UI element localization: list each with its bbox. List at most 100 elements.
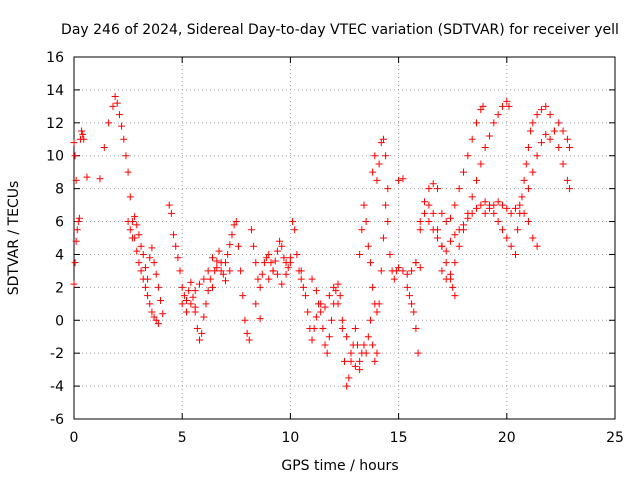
data-point: [118, 122, 126, 130]
data-point: [256, 283, 264, 291]
data-point: [193, 325, 201, 332]
data-point: [198, 329, 206, 337]
data-point: [494, 198, 502, 206]
series-sat-e: [191, 218, 253, 344]
data-point: [451, 201, 459, 209]
data-point: [405, 292, 413, 300]
data-point: [105, 119, 113, 127]
data-point: [122, 152, 130, 160]
data-point: [384, 185, 392, 193]
data-point: [399, 175, 407, 183]
data-point: [410, 308, 418, 316]
data-point: [224, 250, 232, 258]
data-point: [289, 218, 297, 226]
data-point: [408, 267, 416, 275]
data-point: [72, 176, 80, 184]
data-point: [208, 283, 216, 291]
data-point: [468, 193, 476, 201]
data-point: [265, 250, 273, 258]
data-point: [200, 275, 208, 283]
data-point: [297, 267, 305, 275]
data-point: [299, 283, 307, 291]
data-point: [477, 201, 485, 209]
data-point: [83, 173, 91, 181]
data-point: [451, 292, 459, 300]
data-point: [386, 250, 394, 258]
data-point: [100, 144, 108, 151]
data-point: [447, 270, 455, 278]
plot-frame: [73, 56, 616, 420]
data-point: [447, 237, 455, 245]
y-tick-label: 14: [46, 83, 64, 99]
data-point: [317, 308, 325, 316]
data-point: [280, 254, 288, 262]
data-point: [356, 357, 364, 365]
data-point: [434, 234, 442, 242]
data-point: [412, 325, 420, 332]
series-sat-p: [425, 198, 519, 258]
data-point: [425, 185, 433, 193]
x-tick-label: 0: [70, 430, 79, 446]
data-point: [74, 218, 82, 226]
data-point: [518, 193, 526, 201]
data-point: [154, 283, 162, 291]
data-point: [183, 308, 191, 316]
data-point: [178, 283, 186, 291]
data-point: [375, 300, 383, 308]
data-point: [546, 111, 554, 119]
data-point: [520, 176, 528, 184]
data-point: [200, 313, 208, 321]
data-point: [137, 267, 145, 275]
data-point: [477, 160, 485, 168]
data-point: [490, 209, 498, 217]
data-point: [395, 176, 403, 184]
x-axis-title: GPS time / hours: [281, 458, 398, 474]
data-point: [529, 119, 537, 127]
y-tick-label: 10: [46, 149, 64, 165]
data-point: [70, 139, 78, 147]
data-point: [360, 201, 368, 209]
data-point: [438, 242, 446, 250]
data-point: [126, 226, 134, 234]
data-point: [319, 325, 327, 332]
data-point: [364, 242, 372, 250]
data-point: [341, 357, 348, 365]
data-point: [144, 292, 152, 300]
data-point: [213, 264, 221, 272]
data-point: [321, 303, 329, 311]
data-point: [442, 275, 450, 283]
data-point: [180, 292, 188, 300]
data-point: [167, 209, 175, 217]
data-point: [356, 250, 364, 258]
data-point: [366, 316, 374, 324]
data-point: [185, 287, 193, 295]
data-point: [271, 257, 279, 265]
data-point: [485, 132, 493, 140]
data-point: [345, 374, 353, 382]
data-point: [109, 102, 117, 110]
data-point: [237, 267, 245, 275]
data-point: [416, 264, 424, 272]
data-point: [174, 254, 182, 262]
data-point: [514, 226, 522, 234]
data-point: [325, 333, 333, 341]
data-point: [481, 209, 489, 217]
data-point: [382, 152, 390, 160]
series-sat-o: [416, 102, 487, 226]
data-point: [206, 275, 214, 283]
data-point: [429, 180, 437, 188]
y-tick-label: 0: [55, 313, 64, 329]
data-point: [473, 119, 481, 127]
data-point: [379, 234, 387, 242]
x-tick-label: 5: [178, 430, 187, 446]
series-sat-q: [438, 97, 513, 283]
data-point: [455, 185, 463, 193]
data-point: [364, 333, 372, 341]
data-point: [353, 341, 361, 349]
data-point: [343, 382, 351, 390]
data-point: [267, 259, 275, 267]
data-point: [358, 226, 366, 234]
data-point: [542, 130, 550, 138]
data-point: [269, 267, 277, 275]
data-point: [247, 226, 255, 234]
